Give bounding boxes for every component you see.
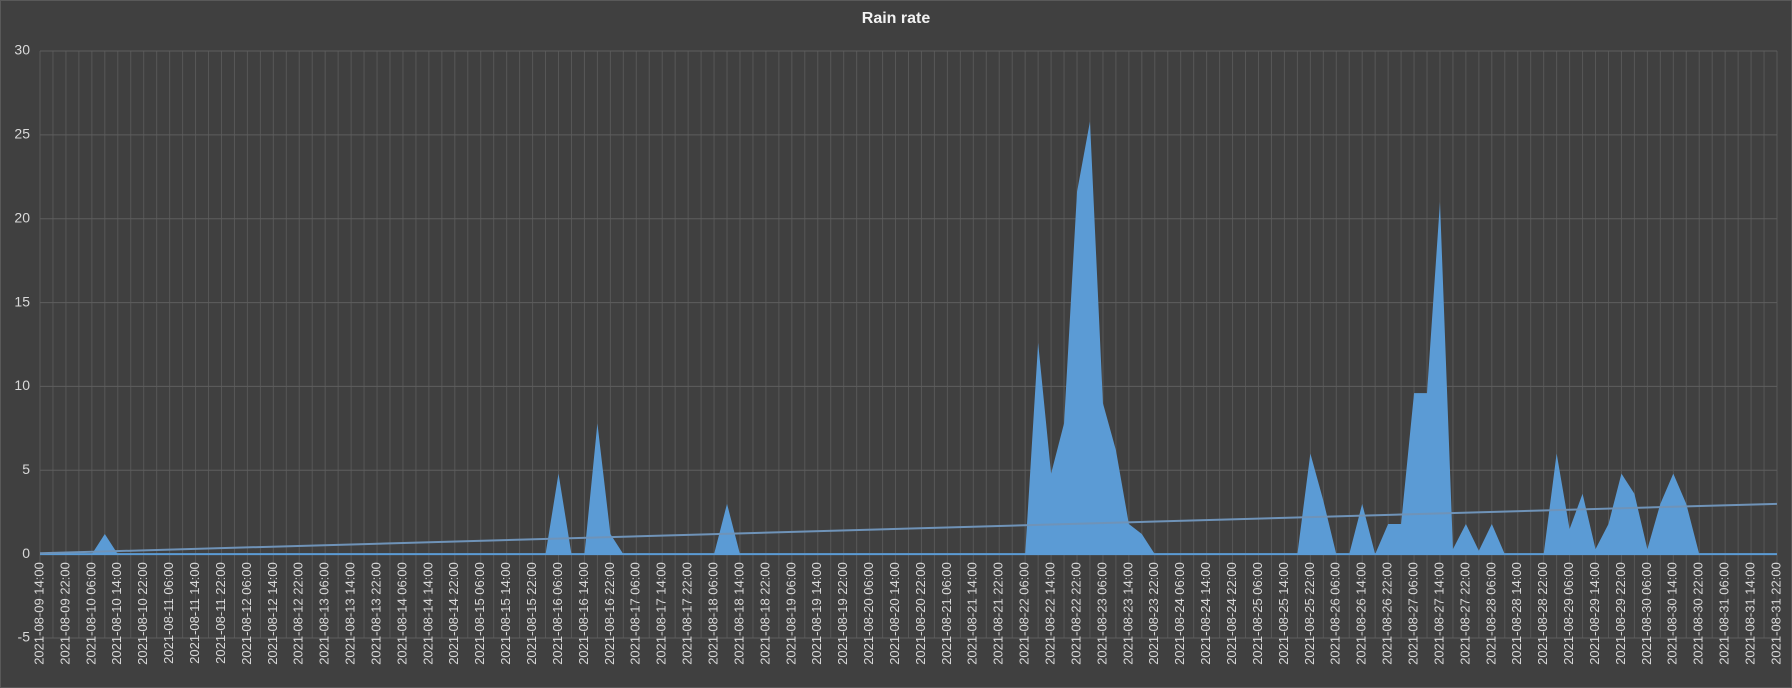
x-tick-label: 2021-08-13 14:00 bbox=[343, 562, 358, 665]
x-tick-label: 2021-08-20 14:00 bbox=[887, 562, 902, 665]
x-tick-label: 2021-08-18 14:00 bbox=[731, 562, 746, 665]
x-tick-label: 2021-08-27 06:00 bbox=[1405, 562, 1420, 665]
x-tick-label: 2021-08-17 06:00 bbox=[628, 562, 643, 665]
x-tick-label: 2021-08-31 14:00 bbox=[1743, 562, 1758, 665]
x-tick-label: 2021-08-21 14:00 bbox=[965, 562, 980, 665]
x-tick-label: 2021-08-15 14:00 bbox=[498, 562, 513, 665]
x-tick-label: 2021-08-28 22:00 bbox=[1535, 562, 1550, 665]
x-tick-label: 2021-08-29 22:00 bbox=[1613, 562, 1628, 665]
x-tick-label: 2021-08-10 14:00 bbox=[109, 562, 124, 665]
x-tick-label: 2021-08-22 14:00 bbox=[1043, 562, 1058, 665]
y-tick-label: 10 bbox=[14, 377, 30, 393]
x-tick-label: 2021-08-27 22:00 bbox=[1457, 562, 1472, 665]
x-tick-label: 2021-08-19 14:00 bbox=[809, 562, 824, 665]
x-tick-label: 2021-08-13 22:00 bbox=[368, 562, 383, 665]
x-tick-label: 2021-08-18 06:00 bbox=[705, 562, 720, 665]
x-tick-label: 2021-08-11 22:00 bbox=[213, 562, 228, 664]
x-tick-label: 2021-08-21 06:00 bbox=[939, 562, 954, 665]
x-tick-label: 2021-08-10 22:00 bbox=[135, 562, 150, 665]
x-tick-label: 2021-08-15 22:00 bbox=[524, 562, 539, 665]
x-tick-label: 2021-08-26 14:00 bbox=[1354, 562, 1369, 665]
x-tick-label: 2021-08-30 14:00 bbox=[1665, 562, 1680, 665]
x-tick-label: 2021-08-25 06:00 bbox=[1250, 562, 1265, 665]
x-tick-label: 2021-08-27 14:00 bbox=[1431, 562, 1446, 665]
x-tick-label: 2021-08-28 14:00 bbox=[1509, 562, 1524, 665]
x-tick-label: 2021-08-09 22:00 bbox=[57, 562, 72, 665]
x-tick-label: 2021-08-09 14:00 bbox=[31, 562, 46, 665]
x-tick-label: 2021-08-19 22:00 bbox=[835, 562, 850, 665]
y-tick-label: 20 bbox=[14, 209, 30, 225]
trendline bbox=[39, 502, 1778, 555]
x-tick-label: 2021-08-23 14:00 bbox=[1120, 562, 1135, 665]
x-tick-label: 2021-08-22 22:00 bbox=[1068, 562, 1083, 665]
x-tick-label: 2021-08-17 22:00 bbox=[680, 562, 695, 665]
y-tick-label: 0 bbox=[22, 545, 30, 561]
x-tick-label: 2021-08-17 14:00 bbox=[654, 562, 669, 665]
x-tick-label: 2021-08-28 06:00 bbox=[1483, 562, 1498, 665]
x-tick-label: 2021-08-13 06:00 bbox=[317, 562, 332, 665]
x-tick-label: 2021-08-19 06:00 bbox=[783, 562, 798, 665]
x-tick-label: 2021-08-11 06:00 bbox=[161, 562, 176, 664]
x-tick-label: 2021-08-12 22:00 bbox=[291, 562, 306, 665]
x-tick-label: 2021-08-30 06:00 bbox=[1639, 562, 1654, 665]
x-tick-label: 2021-08-14 22:00 bbox=[446, 562, 461, 665]
x-tick-label: 2021-08-20 06:00 bbox=[861, 562, 876, 665]
x-tick-label: 2021-08-24 22:00 bbox=[1224, 562, 1239, 665]
x-tick-label: 2021-08-25 14:00 bbox=[1276, 562, 1291, 665]
x-tick-label: 2021-08-24 06:00 bbox=[1172, 562, 1187, 665]
x-tick-label: 2021-08-15 06:00 bbox=[472, 562, 487, 665]
y-tick-label: 25 bbox=[14, 126, 30, 142]
x-tick-label: 2021-08-22 06:00 bbox=[1017, 562, 1032, 665]
x-tick-label: 2021-08-16 22:00 bbox=[602, 562, 617, 665]
x-tick-label: 2021-08-18 22:00 bbox=[757, 562, 772, 665]
x-tick-label: 2021-08-23 06:00 bbox=[1094, 562, 1109, 665]
x-tick-label: 2021-08-31 06:00 bbox=[1717, 562, 1732, 665]
x-tick-label: 2021-08-16 06:00 bbox=[550, 562, 565, 665]
y-tick-label: -5 bbox=[18, 629, 31, 645]
y-tick-label: 15 bbox=[14, 293, 30, 309]
x-tick-label: 2021-08-29 06:00 bbox=[1561, 562, 1576, 665]
x-tick-label: 2021-08-30 22:00 bbox=[1691, 562, 1706, 665]
x-tick-label: 2021-08-14 06:00 bbox=[394, 562, 409, 665]
y-tick-label: 30 bbox=[14, 42, 30, 58]
x-tick-label: 2021-08-10 06:00 bbox=[83, 562, 98, 665]
x-tick-label: 2021-08-26 22:00 bbox=[1380, 562, 1395, 665]
x-tick-label: 2021-08-11 14:00 bbox=[187, 562, 202, 664]
x-tick-label: 2021-08-20 22:00 bbox=[913, 562, 928, 665]
x-tick-label: 2021-08-31 22:00 bbox=[1768, 562, 1783, 665]
chart-title: Rain rate bbox=[862, 10, 931, 27]
x-tick-label: 2021-08-24 14:00 bbox=[1198, 562, 1213, 665]
x-tick-label: 2021-08-25 22:00 bbox=[1302, 562, 1317, 665]
x-tick-label: 2021-08-21 22:00 bbox=[991, 562, 1006, 665]
x-tick-label: 2021-08-26 06:00 bbox=[1328, 562, 1343, 665]
y-tick-label: 5 bbox=[22, 461, 30, 477]
x-tick-label: 2021-08-12 14:00 bbox=[265, 562, 280, 665]
x-tick-label: 2021-08-29 14:00 bbox=[1587, 562, 1602, 665]
x-tick-label: 2021-08-14 14:00 bbox=[420, 562, 435, 665]
x-tick-label: 2021-08-16 14:00 bbox=[576, 562, 591, 665]
x-tick-label: 2021-08-12 06:00 bbox=[239, 562, 254, 665]
x-tick-label: 2021-08-23 22:00 bbox=[1146, 562, 1161, 665]
